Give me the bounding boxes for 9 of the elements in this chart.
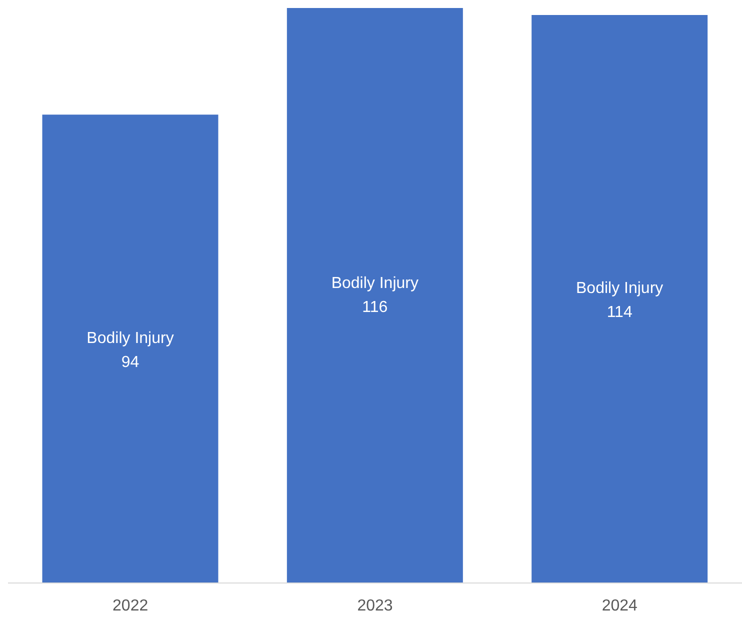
x-tick-label: 2024 (602, 597, 638, 614)
text: Bodily Injury (576, 280, 664, 297)
x-tick-label: 2023 (357, 597, 393, 614)
data-label: 94 (121, 354, 140, 371)
data-label: 116 (362, 299, 388, 316)
data-label: 114 (606, 304, 632, 321)
x-tick-label: 2022 (112, 597, 148, 614)
series-label: Bodily Injury (331, 275, 418, 292)
text: Bodily Injury (86, 330, 174, 347)
